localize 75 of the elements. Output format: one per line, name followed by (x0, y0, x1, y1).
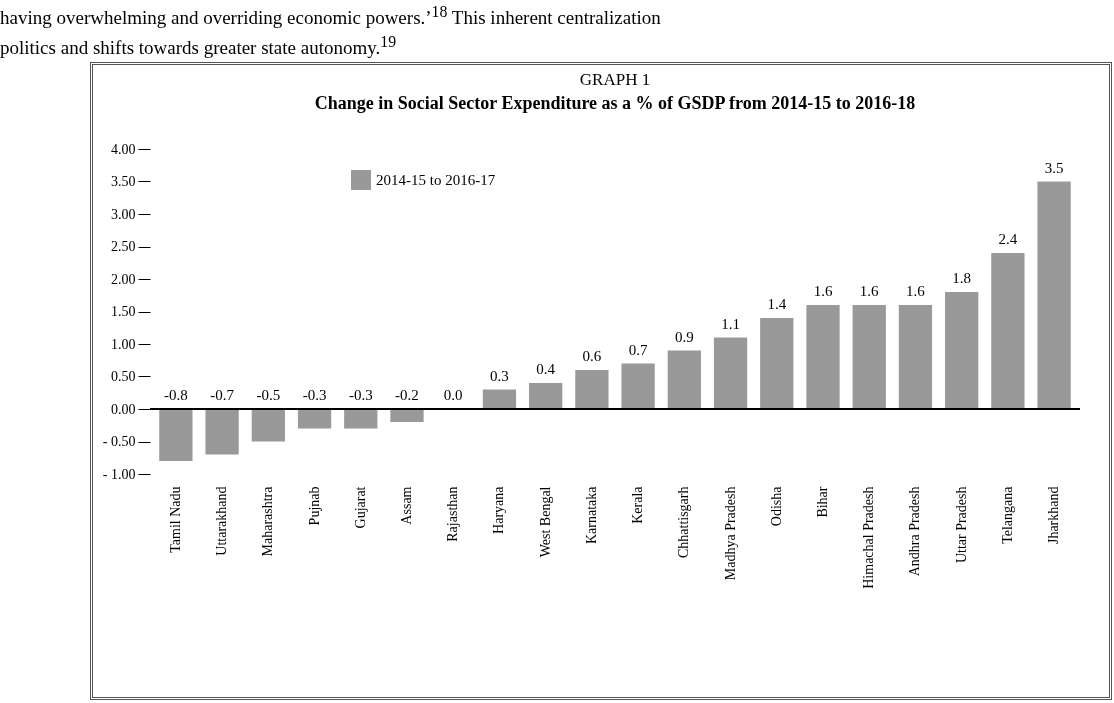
x-tick-label: Himachal Pradesh (861, 486, 877, 589)
x-tick-label: Tamil Nadu (167, 486, 183, 553)
legend-label: 2014-15 to 2016-17 (376, 172, 496, 188)
x-tick-label: Madhya Pradesh (722, 486, 738, 581)
text: -0.7 (210, 387, 234, 403)
x-tick-label: Pujnab (306, 486, 322, 526)
y-tick-label: - 0.50 (102, 434, 136, 449)
y-tick-label: 2.50 (111, 239, 136, 254)
text: 0.9 (674, 328, 694, 345)
text: politics and shifts towards greater state autonomy.$^{19}$ (0, 32, 398, 61)
text: having overwhelming and overriding economic powers.’$^{18}$ This inherent centralization (0, 2, 662, 31)
text: 0.7 (628, 341, 648, 358)
text: 1.1 (721, 315, 740, 332)
bar (159, 409, 193, 461)
bar (621, 363, 655, 409)
text: 1.8 (952, 270, 972, 286)
x-tick-label: Jharkhand (1046, 486, 1062, 545)
y-tick-label: 4.00 (111, 141, 136, 157)
bar (898, 305, 933, 409)
bar (482, 389, 517, 409)
y-tick-label: 0.50 (111, 369, 136, 384)
text: 1.6 (906, 283, 925, 299)
y-tick-label: 2.00 (111, 271, 136, 287)
y-tick-label: 3.00 (111, 206, 136, 222)
text: -0.5 (256, 387, 281, 403)
y-tick-label: 1.50 (111, 304, 136, 319)
text: 0.6 (582, 348, 602, 364)
text: 0.4 (536, 361, 556, 377)
text: 0.0 (443, 387, 463, 403)
text: -0.3 (348, 387, 373, 403)
text: 0.3 (490, 367, 509, 384)
chart-subtitle: Change in Social Sector Expenditure as a % of GSDP from 2014-15 to 2016-18 (314, 93, 916, 113)
chart-title: GRAPH 1 (579, 70, 651, 89)
bar (1037, 181, 1071, 409)
x-tick-label: Kerala (630, 485, 646, 524)
bar (713, 337, 748, 409)
y-tick-label: 3.50 (111, 174, 136, 189)
x-tick-label: Assam (399, 486, 414, 525)
bar (991, 253, 1025, 409)
text: -0.2 (395, 387, 419, 403)
bar (575, 370, 609, 409)
bar (297, 409, 332, 429)
x-tick-label: Gujarat (352, 486, 368, 529)
bar (760, 318, 794, 409)
x-tick-label: Haryana (491, 485, 507, 534)
text: 1.6 (813, 283, 833, 299)
x-tick-label: West Bengal (537, 486, 553, 558)
x-tick-label: Rajasthan (445, 486, 461, 542)
text: 1.4 (767, 296, 787, 312)
x-tick-label: Andhra Pradesh (907, 486, 923, 577)
bar (344, 409, 378, 429)
y-tick-label: 0.00 (111, 401, 136, 417)
x-tick-label: Telangana (999, 485, 1015, 544)
bar (667, 350, 701, 409)
x-tick-label: Chhattisgarh (676, 486, 692, 559)
x-tick-label: Odisha (768, 485, 784, 527)
bar (251, 409, 285, 442)
x-tick-label: Bihar (815, 486, 830, 518)
text: -0.3 (302, 387, 327, 403)
text: 1.6 (859, 283, 879, 299)
text: 3.5 (1044, 159, 1064, 176)
bar (806, 305, 840, 409)
x-tick-label: Karnataka (583, 485, 599, 545)
bar (945, 292, 979, 409)
bar (529, 383, 563, 409)
x-tick-label: Maharashtra (260, 485, 276, 557)
text: -0.8 (164, 387, 188, 403)
bar (390, 409, 424, 422)
bar (205, 409, 239, 455)
y-tick-label: 1.00 (111, 336, 136, 352)
y-tick-label: - 1.00 (102, 466, 136, 482)
bar (852, 305, 886, 409)
text: 2.4 (998, 231, 1018, 247)
x-tick-label: Uttar Pradesh (953, 486, 969, 564)
x-tick-label: Uttarakhand (214, 486, 230, 556)
